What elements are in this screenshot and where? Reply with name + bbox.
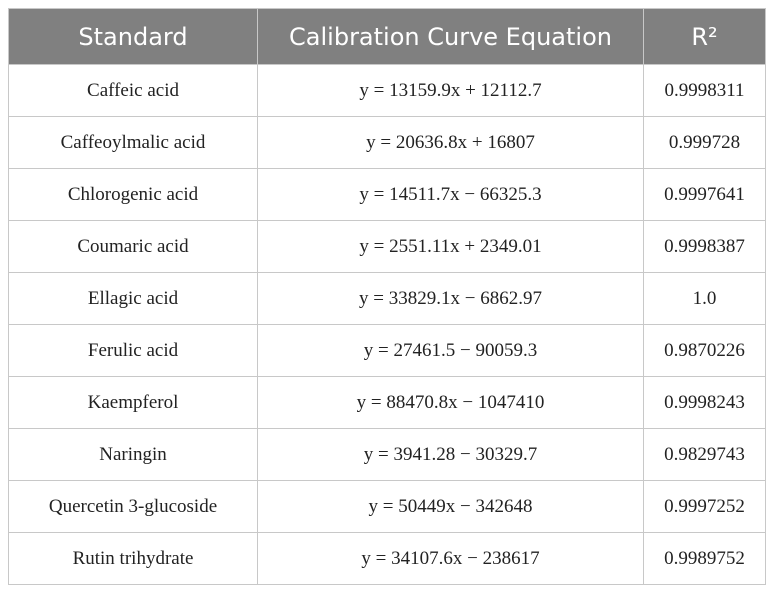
table-cell: 0.999728 — [643, 116, 766, 169]
table-cell: Coumaric acid — [8, 220, 258, 273]
table-cell: y = 88470.8x − 1047410 — [257, 376, 644, 429]
header-cell: Calibration Curve Equation — [257, 8, 644, 65]
table-cell: 0.9989752 — [643, 532, 766, 585]
table-cell: Ellagic acid — [8, 272, 258, 325]
table-row: Caffeic acid y = 13159.9x + 12112.7 0.9998… — [8, 64, 766, 117]
table-cell: y = 3941.28 − 30329.7 — [257, 428, 644, 481]
table-cell: 0.9870226 — [643, 324, 766, 377]
table-row: Coumaric acid y = 2551.11x + 2349.01 0.999… — [8, 220, 766, 273]
table-cell: y = 2551.11x + 2349.01 — [257, 220, 644, 273]
table-cell: 0.9997641 — [643, 168, 766, 221]
table-cell: Kaempferol — [8, 376, 258, 429]
table-cell: Caffeic acid — [8, 64, 258, 117]
table-row: Chlorogenic acid y = 14511.7x − 66325.3 0.… — [8, 168, 766, 221]
header-row: Standard Calibration Curve Equation R² — [8, 8, 766, 65]
table-cell: y = 33829.1x − 6862.97 — [257, 272, 644, 325]
table-cell: y = 34107.6x − 238617 — [257, 532, 644, 585]
table-cell: Chlorogenic acid — [8, 168, 258, 221]
table-cell: 0.9997252 — [643, 480, 766, 533]
calibration-table: Standard Calibration Curve Equation R² Caf… — [8, 8, 766, 585]
table-cell: y = 14511.7x − 66325.3 — [257, 168, 644, 221]
table-cell: y = 20636.8x + 16807 — [257, 116, 644, 169]
table-cell: Quercetin 3-glucoside — [8, 480, 258, 533]
table-cell: 0.9829743 — [643, 428, 766, 481]
table-body: Caffeic acid y = 13159.9x + 12112.7 0.9998… — [8, 64, 766, 585]
table-row: Quercetin 3-glucoside y = 50449x − 342648… — [8, 480, 766, 533]
table-cell: 1.0 — [643, 272, 766, 325]
table-cell: Rutin trihydrate — [8, 532, 258, 585]
table-row: Naringin y = 3941.28 − 30329.7 0.9829743 — [8, 428, 766, 481]
header-cell: Standard — [8, 8, 258, 65]
table-cell: 0.9998311 — [643, 64, 766, 117]
table-row: Rutin trihydrate y = 34107.6x − 238617 0.9… — [8, 532, 766, 585]
table-cell: 0.9998387 — [643, 220, 766, 273]
table-cell: Ferulic acid — [8, 324, 258, 377]
table-header: Standard Calibration Curve Equation R² — [8, 8, 766, 65]
header-cell: R² — [643, 8, 766, 65]
table-row: Caffeoylmalic acid y = 20636.8x + 16807 0.… — [8, 116, 766, 169]
table-cell: Caffeoylmalic acid — [8, 116, 258, 169]
table-row: Ellagic acid y = 33829.1x − 6862.97 1.0 — [8, 272, 766, 325]
table-row: Ferulic acid y = 27461.5 − 90059.3 0.98702… — [8, 324, 766, 377]
table-cell: 0.9998243 — [643, 376, 766, 429]
table-cell: Naringin — [8, 428, 258, 481]
table-row: Kaempferol y = 88470.8x − 1047410 0.999824… — [8, 376, 766, 429]
table-cell: y = 50449x − 342648 — [257, 480, 644, 533]
table-cell: y = 27461.5 − 90059.3 — [257, 324, 644, 377]
table-cell: y = 13159.9x + 12112.7 — [257, 64, 644, 117]
